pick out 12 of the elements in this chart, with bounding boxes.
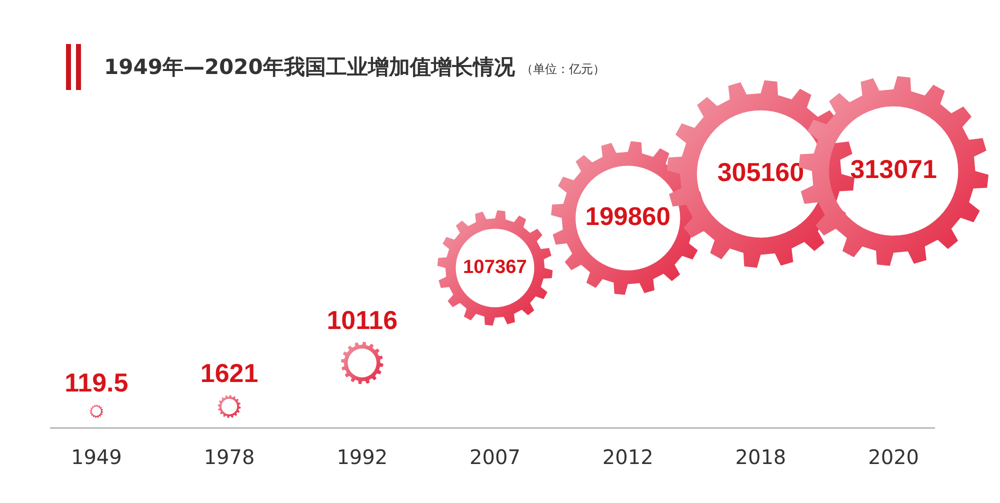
- category-label: 1978: [204, 445, 255, 470]
- text: （单位：亿元）: [520, 60, 605, 78]
- text: 1949年—2020年我国工业增加值增长情况: [104, 54, 515, 81]
- category-label: 2007: [470, 445, 520, 470]
- data-label: 10116: [326, 304, 398, 335]
- category-label: 2012: [602, 445, 654, 470]
- category-label: 1949: [70, 445, 122, 470]
- category-label: 2018: [735, 445, 786, 470]
- data-label: 1621: [200, 358, 258, 388]
- category-label: 2020: [868, 445, 920, 470]
- data-label: 119.5: [64, 368, 128, 398]
- category-label: 1992: [336, 445, 388, 470]
